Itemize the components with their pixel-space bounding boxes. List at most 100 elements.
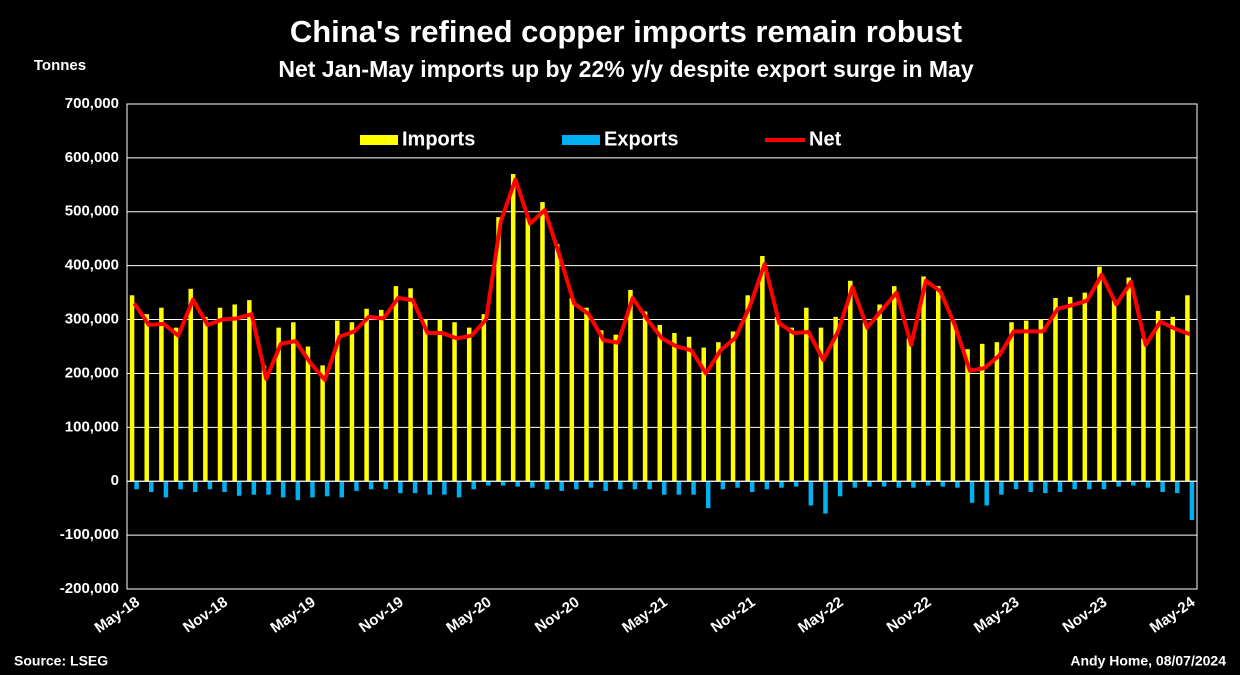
bar	[1189, 481, 1195, 521]
chart-subtitle: Net Jan-May imports up by 22% y/y despit…	[278, 56, 974, 82]
bar	[354, 481, 359, 491]
bar	[618, 481, 623, 490]
bar	[823, 481, 828, 514]
bar	[1101, 481, 1107, 490]
bar	[774, 316, 780, 482]
bar	[793, 481, 799, 487]
bar	[339, 481, 345, 498]
bar	[730, 331, 736, 482]
x-tick-label: May-21	[619, 594, 670, 637]
x-tick-label: Nov-18	[180, 594, 231, 637]
bar	[1009, 322, 1014, 482]
bar	[530, 481, 535, 488]
bar	[236, 481, 242, 496]
x-tick-label: May-23	[971, 594, 1022, 637]
x-tick-label: Nov-20	[532, 594, 583, 637]
bar	[745, 295, 750, 482]
legend-swatch	[360, 135, 398, 145]
bar	[833, 316, 838, 482]
bar	[877, 304, 882, 482]
bar	[203, 316, 208, 482]
bar	[364, 308, 369, 482]
bar	[950, 319, 956, 482]
bar	[496, 217, 501, 482]
bar	[310, 481, 315, 498]
y-tick-label: 300,000	[65, 311, 119, 328]
bar	[510, 174, 516, 482]
bar	[588, 481, 594, 488]
bar	[437, 319, 443, 482]
bar	[632, 481, 638, 490]
bar	[1057, 481, 1063, 492]
y-tick-label: 400,000	[65, 257, 119, 274]
source-note: Source: LSEG	[14, 653, 108, 669]
bar	[349, 322, 355, 482]
bar	[979, 343, 985, 482]
chart-title: China's refined copper imports remain ro…	[290, 14, 962, 49]
bar	[735, 481, 740, 488]
bar	[1170, 316, 1176, 482]
bar	[188, 288, 193, 482]
bar	[144, 314, 149, 482]
bar	[544, 481, 550, 490]
bar	[178, 481, 183, 490]
bar	[466, 327, 472, 482]
bar	[686, 336, 692, 482]
bar	[368, 481, 374, 490]
x-tick-label: Nov-23	[1060, 594, 1111, 637]
bar	[760, 255, 765, 482]
bar	[676, 481, 682, 495]
bar	[906, 338, 912, 482]
bar	[251, 481, 257, 495]
bar	[442, 481, 447, 495]
y-tick-label: 700,000	[65, 95, 119, 112]
bar	[749, 481, 755, 492]
bar	[1043, 481, 1048, 494]
bar	[1097, 266, 1102, 482]
bar	[1126, 277, 1132, 482]
bar	[320, 365, 325, 482]
bar	[705, 481, 711, 509]
bar	[1067, 296, 1073, 482]
bar	[305, 346, 311, 482]
bar	[994, 342, 1000, 482]
bar	[1072, 481, 1077, 490]
x-tick-label: May-20	[443, 594, 494, 637]
bar	[280, 481, 286, 498]
bar	[569, 298, 575, 482]
credit-note: Andy Home, 08/07/2024	[1070, 653, 1226, 669]
bar	[525, 217, 531, 482]
bar	[324, 481, 330, 497]
bar	[295, 481, 301, 501]
bar	[276, 327, 281, 482]
bar	[1053, 298, 1058, 482]
bar	[500, 481, 506, 486]
bar	[720, 481, 726, 490]
bar	[247, 300, 252, 482]
bar	[335, 320, 340, 482]
bar	[393, 286, 399, 482]
bar	[662, 481, 667, 495]
bar	[232, 304, 237, 482]
bar	[1087, 481, 1092, 490]
y-tick-label: -200,000	[60, 580, 119, 597]
bar	[574, 481, 579, 490]
bar	[881, 481, 887, 487]
y-tick-label: 500,000	[65, 203, 119, 220]
bar	[789, 327, 794, 482]
bar	[598, 330, 604, 482]
bar	[984, 481, 989, 506]
bar	[613, 334, 619, 482]
bar	[921, 276, 926, 482]
bar	[148, 481, 154, 492]
bar	[427, 481, 432, 495]
bar	[965, 349, 970, 482]
x-tick-label: Nov-22	[884, 594, 935, 637]
bar	[222, 481, 227, 492]
bar	[603, 481, 608, 491]
bar	[955, 481, 960, 488]
bar	[862, 322, 868, 482]
bar	[559, 481, 564, 491]
bar	[1028, 481, 1033, 492]
bar	[911, 481, 916, 488]
